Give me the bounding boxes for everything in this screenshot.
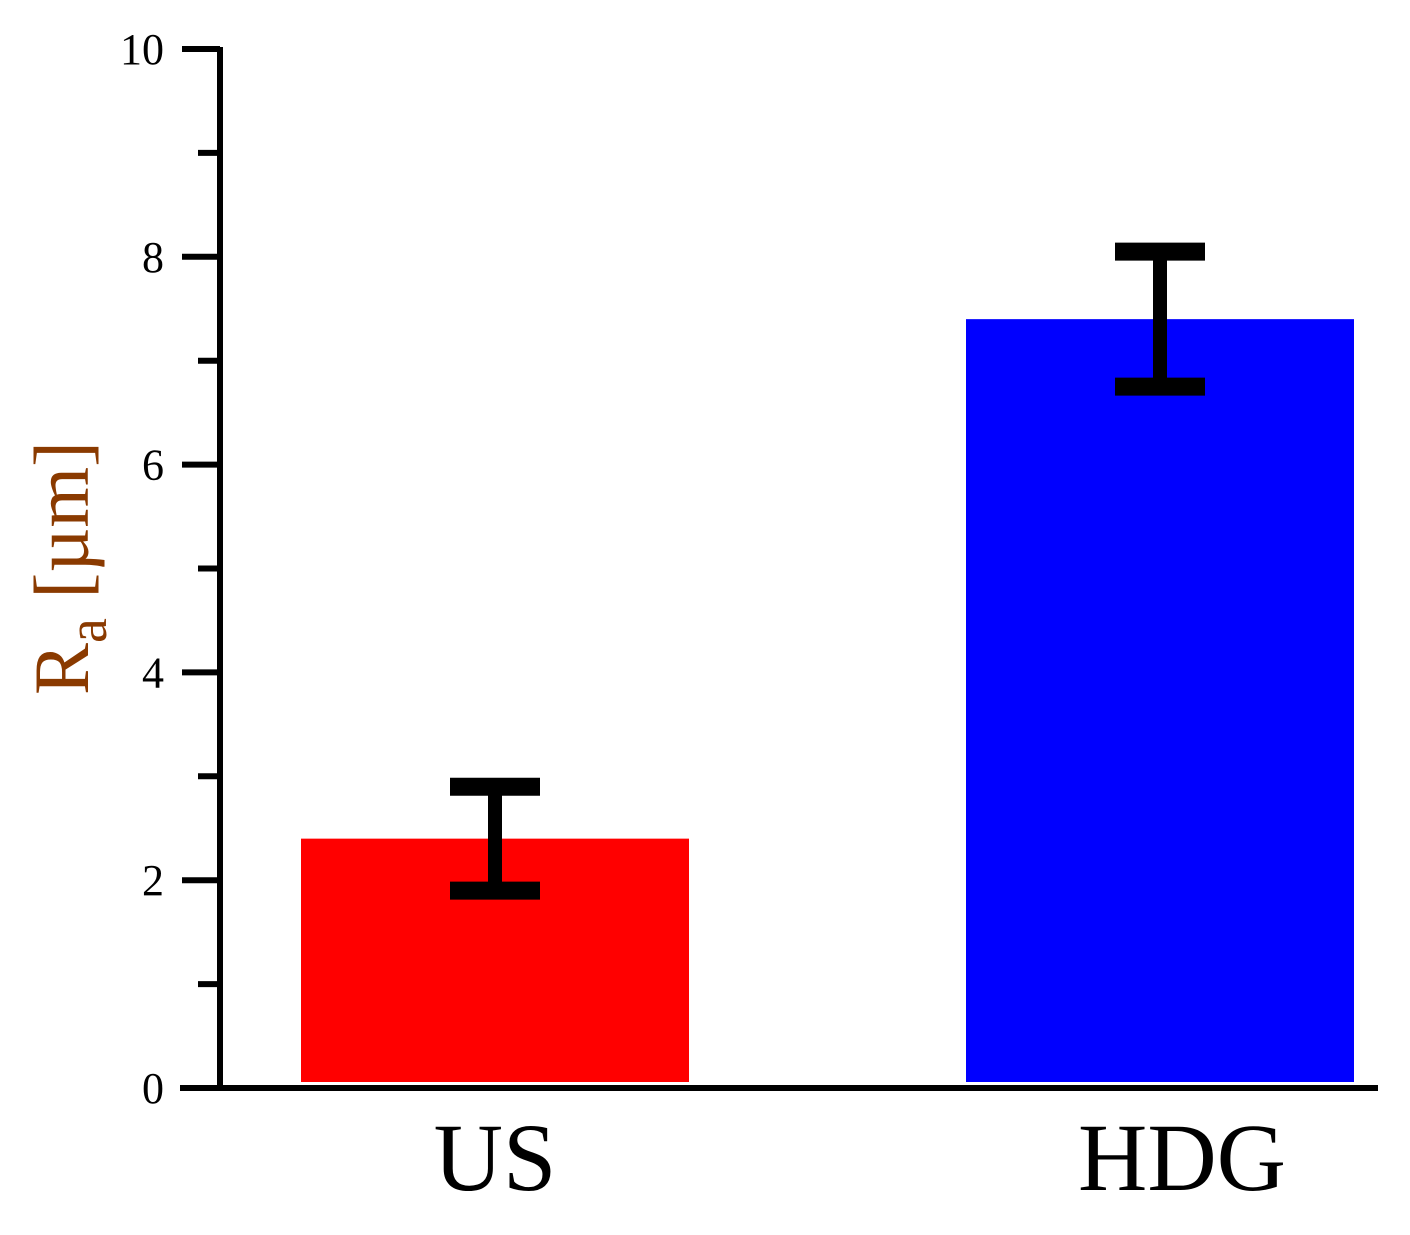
x-category-label-hdg: HDG	[1078, 1104, 1286, 1211]
y-tick-label: 0	[142, 1064, 164, 1113]
y-tick-label: 8	[142, 233, 164, 282]
bars-layer	[301, 319, 1354, 1082]
error-bars-layer	[450, 242, 1205, 900]
y-tick-label: 10	[120, 25, 164, 74]
y-axis-title-subscript: a	[57, 618, 119, 643]
y-tick-label: 4	[142, 648, 164, 697]
x-category-label-us: US	[434, 1104, 557, 1211]
y-tick-label: 6	[142, 441, 164, 490]
error-bar-hdg	[1115, 242, 1205, 396]
x-category-labels: US HDG	[434, 1104, 1286, 1211]
y-ticks-layer: 0 2 4 6 8 10	[120, 25, 220, 1113]
y-axis-title-unit: [µm]	[18, 441, 105, 618]
error-bar-us	[450, 777, 540, 900]
y-tick-label: 2	[142, 856, 164, 905]
bar-hdg	[966, 319, 1354, 1082]
y-axis-title: Ra [µm]	[18, 441, 119, 695]
y-axis-title-main: R	[18, 643, 105, 695]
